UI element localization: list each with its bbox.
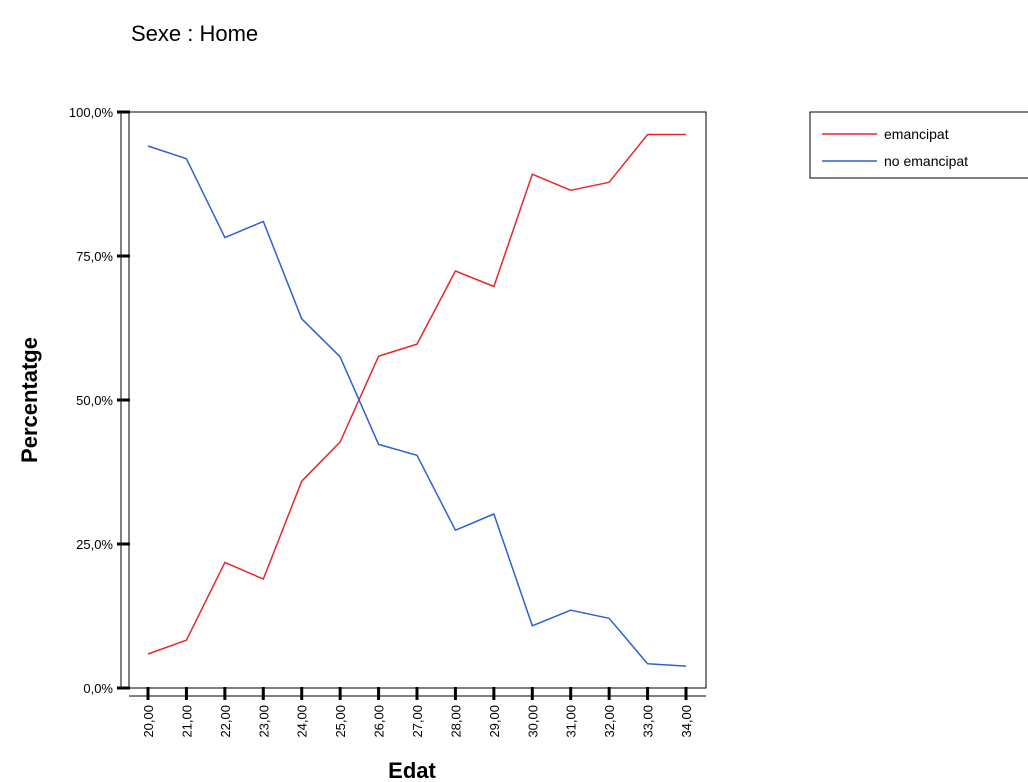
- y-tick-label: 100,0%: [69, 105, 114, 120]
- x-tick-label: 31,00: [564, 705, 579, 738]
- legend-label-emancipat: emancipat: [884, 126, 949, 142]
- x-tick-label: 21,00: [179, 705, 194, 738]
- x-tick-label: 20,00: [141, 705, 156, 738]
- series-line-emancipat: [147, 133, 686, 655]
- legend-label-no-emancipat: no emancipat: [884, 153, 968, 169]
- x-tick-label: 28,00: [448, 705, 463, 738]
- series-layer: [147, 133, 687, 667]
- y-tick-label: 25,0%: [76, 537, 113, 552]
- x-tick-label: 27,00: [410, 705, 425, 738]
- series-line-no-emancipat: [147, 145, 687, 667]
- y-tick-label: 75,0%: [76, 249, 113, 264]
- x-axis: 20,00 21,00 22,00 23,00 24,00 25,00 26,00 27,00…: [129, 687, 706, 738]
- x-tick-label: 23,00: [256, 705, 271, 738]
- y-tick-label: 0,0%: [83, 681, 113, 696]
- y-axis-title: Percentatge: [17, 337, 42, 463]
- x-tick-label: 33,00: [641, 705, 656, 738]
- x-tick-label: 34,00: [679, 705, 694, 738]
- x-axis-title: Edat: [388, 758, 436, 782]
- y-axis: 0,0% 25,0% 50,0% 75,0% 100,0%: [69, 105, 130, 696]
- x-tick-label: 26,00: [372, 705, 387, 738]
- x-tick-label: 30,00: [525, 705, 540, 738]
- x-tick-label: 32,00: [602, 705, 617, 738]
- x-tick-label: 29,00: [487, 705, 502, 738]
- x-tick-label: 22,00: [218, 705, 233, 738]
- plot-area: [128, 111, 707, 689]
- legend-box: [809, 111, 1028, 179]
- x-tick-label: 25,00: [333, 705, 348, 738]
- chart-title: Sexe : Home: [131, 21, 258, 46]
- legend: emancipat no emancipat: [809, 111, 1028, 179]
- x-tick-label: 24,00: [295, 705, 310, 738]
- y-tick-label: 50,0%: [76, 393, 113, 408]
